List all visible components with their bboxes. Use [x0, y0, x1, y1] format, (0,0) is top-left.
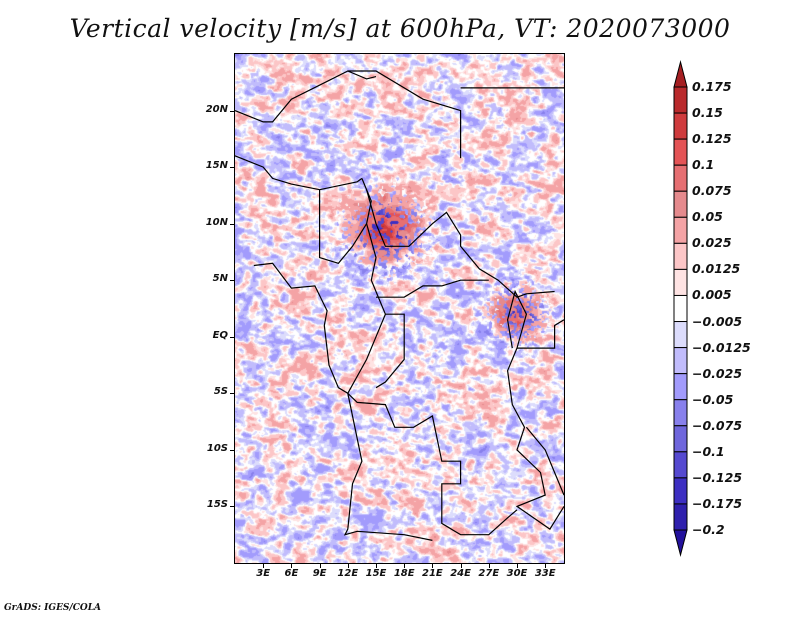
border-line: [318, 189, 368, 264]
lon-tick-label: 21E: [422, 568, 443, 579]
colorbar-level-label: −0.0125: [692, 339, 751, 355]
country-borders: [235, 70, 564, 541]
colorbar-bottom-arrow: [673, 529, 688, 557]
lat-tick-mark: [230, 223, 235, 225]
lon-tick-label: 30E: [506, 568, 528, 579]
colorbar-swatch: [673, 242, 688, 270]
colorbar-level-label: 0.05: [692, 209, 723, 225]
border-line: [347, 392, 518, 536]
colorbar-level-label: 0.175: [692, 79, 732, 94]
colorbar-level-label: 0.005: [692, 287, 732, 303]
border-line: [347, 70, 462, 159]
lat-tick-mark: [230, 280, 235, 282]
colorbar-level-label: 0.15: [692, 105, 723, 121]
lon-tick-label: 33E: [534, 568, 556, 579]
border-line: [376, 279, 489, 298]
colorbar-top-arrow: [673, 60, 688, 88]
colorbar-swatch: [673, 294, 688, 323]
lat-tick-label: 5N: [212, 273, 228, 285]
lon-tick-mark: [517, 563, 518, 568]
colorbar-level-label: 0.1: [692, 157, 715, 173]
border-line: [525, 426, 564, 496]
colorbar: [673, 60, 688, 557]
colorbar-level-label: −0.005: [692, 313, 743, 329]
colorbar-level-label: −0.175: [692, 495, 743, 511]
lon-tick-mark: [291, 563, 293, 568]
lat-tick-mark: [230, 393, 235, 395]
colorbar-swatch: [673, 503, 688, 531]
border-line: [343, 393, 433, 541]
lat-tick-label: 15S: [206, 499, 228, 511]
lon-tick-mark: [263, 563, 265, 568]
colorbar-level-label: −0.075: [692, 417, 743, 433]
colorbar-swatch: [673, 164, 688, 192]
lon-tick-label: 27E: [478, 568, 500, 579]
lat-tick-label: 10N: [205, 216, 228, 228]
colorbar-swatch: [673, 86, 688, 114]
lon-tick-label: 9E: [312, 568, 327, 579]
lon-tick-mark: [460, 563, 462, 568]
border-line: [253, 178, 387, 395]
colorbar-swatch: [673, 373, 688, 401]
lat-tick-label: 10S: [206, 442, 228, 454]
lat-tick-label: EQ: [212, 329, 228, 341]
lon-tick-label: 24E: [450, 568, 471, 579]
lat-tick-label: 20N: [205, 103, 228, 115]
colorbar-level-label: 0.075: [692, 183, 732, 199]
grads-credit: GrADS: IGES/COLA: [4, 603, 102, 613]
colorbar-swatch: [673, 138, 688, 166]
lat-tick-label: 5S: [213, 386, 228, 398]
colorbar-swatch: [673, 321, 688, 349]
colorbar-level-label: 0.125: [692, 131, 732, 147]
colorbar-level-label: 0.0125: [692, 261, 741, 277]
vertical-velocity-field: [235, 54, 564, 563]
colorbar-swatch: [673, 190, 688, 218]
colorbar-level-label: −0.2: [692, 522, 725, 537]
colorbar-swatch: [673, 451, 688, 479]
border-line: [366, 189, 555, 298]
lon-tick-mark: [488, 563, 490, 568]
lat-tick-mark: [230, 110, 235, 112]
lon-tick-mark: [404, 563, 406, 568]
lon-tick-label: 15E: [365, 568, 387, 579]
colorbar-swatch: [673, 425, 688, 453]
lon-tick-mark: [319, 563, 321, 568]
lon-tick-mark: [376, 563, 377, 568]
chart-title: Vertical velocity [m/s] at 600hPa, VT: 2…: [69, 14, 731, 43]
colorbar-level-label: −0.025: [692, 365, 743, 381]
colorbar-level-label: −0.05: [692, 391, 734, 407]
colorbar-swatch: [673, 399, 688, 427]
lon-tick-label: 3E: [256, 568, 271, 579]
colorbar-swatch: [673, 216, 688, 244]
map-panel: [235, 54, 564, 563]
lat-tick-mark: [230, 449, 235, 451]
border-line: [235, 155, 363, 191]
border-line: [235, 70, 377, 123]
lat-tick-mark: [230, 336, 235, 338]
colorbar-swatch: [673, 347, 688, 375]
lon-tick-mark: [432, 563, 434, 568]
lon-tick-mark: [347, 563, 349, 568]
lon-tick-label: 6E: [284, 568, 299, 579]
lon-tick-label: 18E: [393, 568, 415, 579]
colorbar-level-label: 0.025: [692, 235, 732, 251]
colorbar-level-label: −0.125: [692, 469, 743, 485]
lat-tick-mark: [230, 506, 235, 508]
colorbar-swatch: [673, 112, 688, 140]
colorbar-level-label: −0.1: [692, 443, 725, 459]
border-line: [517, 319, 564, 349]
lon-tick-mark: [545, 563, 547, 568]
lat-tick-mark: [230, 167, 235, 169]
border-line: [375, 313, 405, 389]
border-line: [506, 289, 564, 530]
colorbar-swatch: [673, 268, 688, 296]
colorbar-swatch: [673, 477, 688, 505]
lon-tick-label: 12E: [337, 568, 359, 579]
lat-tick-label: 15N: [205, 160, 228, 172]
